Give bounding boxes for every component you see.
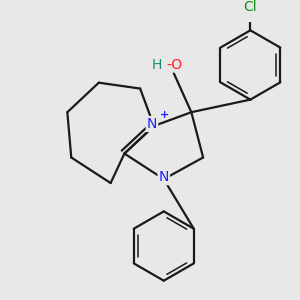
Text: +: +: [160, 110, 170, 120]
Text: -O: -O: [166, 58, 182, 72]
Text: H: H: [152, 58, 162, 72]
Text: Cl: Cl: [244, 1, 257, 14]
Text: N: N: [159, 170, 169, 184]
Text: N: N: [147, 117, 157, 131]
